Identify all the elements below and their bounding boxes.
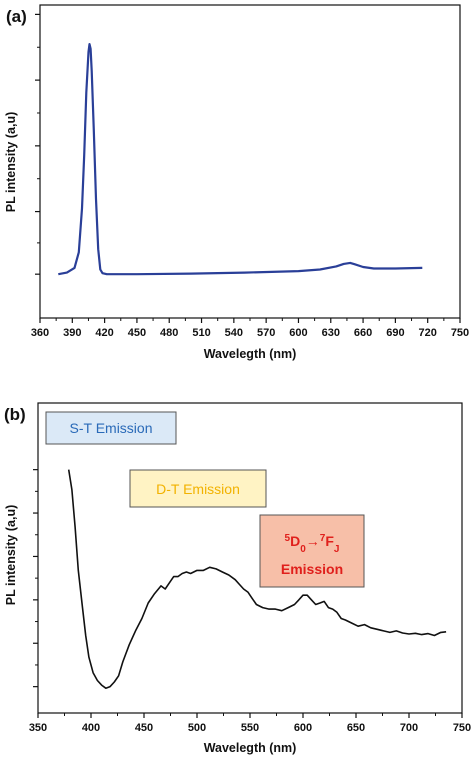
panel-a-plot-frame [39,4,461,319]
panel-b-x-tick-label: 750 [453,722,471,734]
lanthanide-emission-annotation: 5D0→7FJ Emission [259,514,365,588]
transition-sub-j: J [334,544,340,555]
panel-b-x-tick-label: 650 [347,722,365,734]
lanthanide-emission-box [259,514,365,588]
panel-a-x-tick-label: 660 [354,327,372,339]
transition-d: D [290,533,300,549]
st-emission-box [45,411,177,445]
panel-a-series-line [58,43,423,276]
dt-emission-label: D-T Emission [156,481,240,497]
panel-b-label: (b) [4,405,26,424]
st-emission-annotation: S-T Emission [45,411,177,445]
transition-f: F [325,533,334,549]
panel-a: (a) 360 390 420 450 480 510 540 570 600 630 660 690… [4,4,469,361]
panel-b-x-tick-label: 350 [29,722,47,734]
panel-b: (b) 350 400 450 500 550 600 650 700 750 Wavelegt… [4,402,471,755]
transition-sub-0: 0 [300,544,306,555]
panel-a-x-tick-label: 600 [289,327,307,339]
panel-b-x-axis-title: Wavelegth (nm) [204,741,297,755]
panel-a-x-axis-title: Wavelegth (nm) [204,347,297,361]
transition-arrow: → [306,533,320,549]
lanthanide-emission-word: Emission [281,561,343,577]
panel-b-x-tick-label: 600 [294,722,312,734]
panel-a-x-tick-label: 540 [225,327,243,339]
panel-a-x-tick-label: 420 [95,327,113,339]
panel-b-series-line [67,469,447,689]
panel-a-x-ticks: 360 390 420 450 480 510 540 570 600 630 660 690 720 7… [31,318,469,339]
panel-b-x-tick-label: 550 [241,722,259,734]
panel-b-y-ticks [33,469,38,688]
panel-a-x-tick-label: 450 [128,327,146,339]
dt-emission-box [129,469,267,508]
panel-b-y-axis-title: PL intensity (a,u) [4,505,18,605]
panel-b-x-tick-label: 700 [400,722,418,734]
dt-emission-annotation: D-T Emission [129,469,267,508]
st-emission-label: S-T Emission [70,420,153,436]
panel-a-x-tick-label: 480 [160,327,178,339]
panel-a-x-tick-label: 720 [419,327,437,339]
panel-a-x-tick-label: 630 [322,327,340,339]
panel-a-x-tick-label: 510 [192,327,210,339]
panel-b-x-tick-label: 500 [188,722,206,734]
panel-b-x-tick-label: 450 [135,722,153,734]
panel-a-y-axis-title: PL intensity (a,u) [4,112,18,212]
panel-a-x-tick-label: 750 [451,327,469,339]
panel-a-y-ticks [35,13,40,275]
panel-b-x-tick-label: 400 [82,722,100,734]
panel-a-x-tick-label: 570 [257,327,275,339]
panel-b-x-ticks: 350 400 450 500 550 600 650 700 750 [29,713,471,734]
panel-b-plot-frame [37,402,463,714]
lanthanide-transition-label: 5D0→7FJ [285,533,340,555]
transition-sup-7: 7 [320,533,326,544]
panel-a-x-tick-label: 690 [386,327,404,339]
panel-a-x-tick-label: 360 [31,327,49,339]
transition-sup-5: 5 [285,533,291,544]
panel-a-x-tick-label: 390 [63,327,81,339]
panel-a-label: (a) [6,7,27,26]
